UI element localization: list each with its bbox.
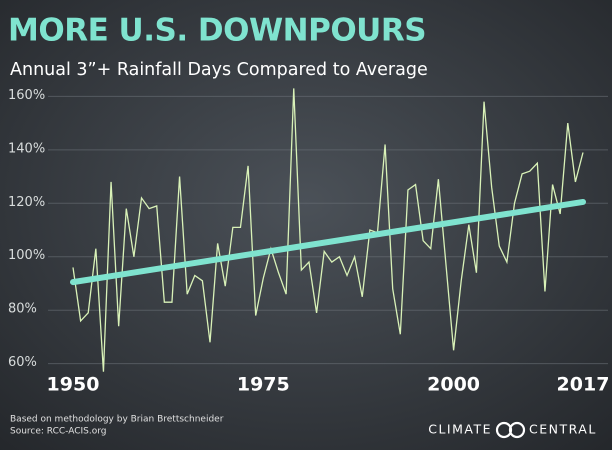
y-tick-label: 140% — [8, 141, 45, 156]
chart-subtitle: Annual 3”+ Rainfall Days Compared to Ave… — [10, 60, 428, 80]
y-tick-label: 100% — [8, 248, 45, 263]
y-tick-label: 160% — [8, 88, 45, 103]
y-tick-label: 120% — [8, 195, 45, 210]
note: Source: RCC-ACIS.org — [10, 427, 107, 437]
y-tick-label: 80% — [8, 302, 37, 317]
trend-line — [70, 198, 586, 286]
logo-text: CLIMATE — [428, 422, 492, 437]
data-line — [72, 88, 584, 372]
x-tick-label: 2017 — [557, 374, 610, 396]
logo-text: CENTRAL — [529, 422, 597, 437]
chart-title: MORE U.S. DOWNPOURS — [8, 13, 426, 49]
x-tick-label: 2000 — [427, 374, 480, 396]
y-tick-label: 60% — [8, 355, 37, 370]
logo-icon — [495, 421, 526, 439]
note: Based on methodology by Brian Brettschne… — [10, 415, 224, 425]
x-tick-label: 1950 — [47, 374, 100, 396]
x-tick-label: 1975 — [237, 374, 290, 396]
